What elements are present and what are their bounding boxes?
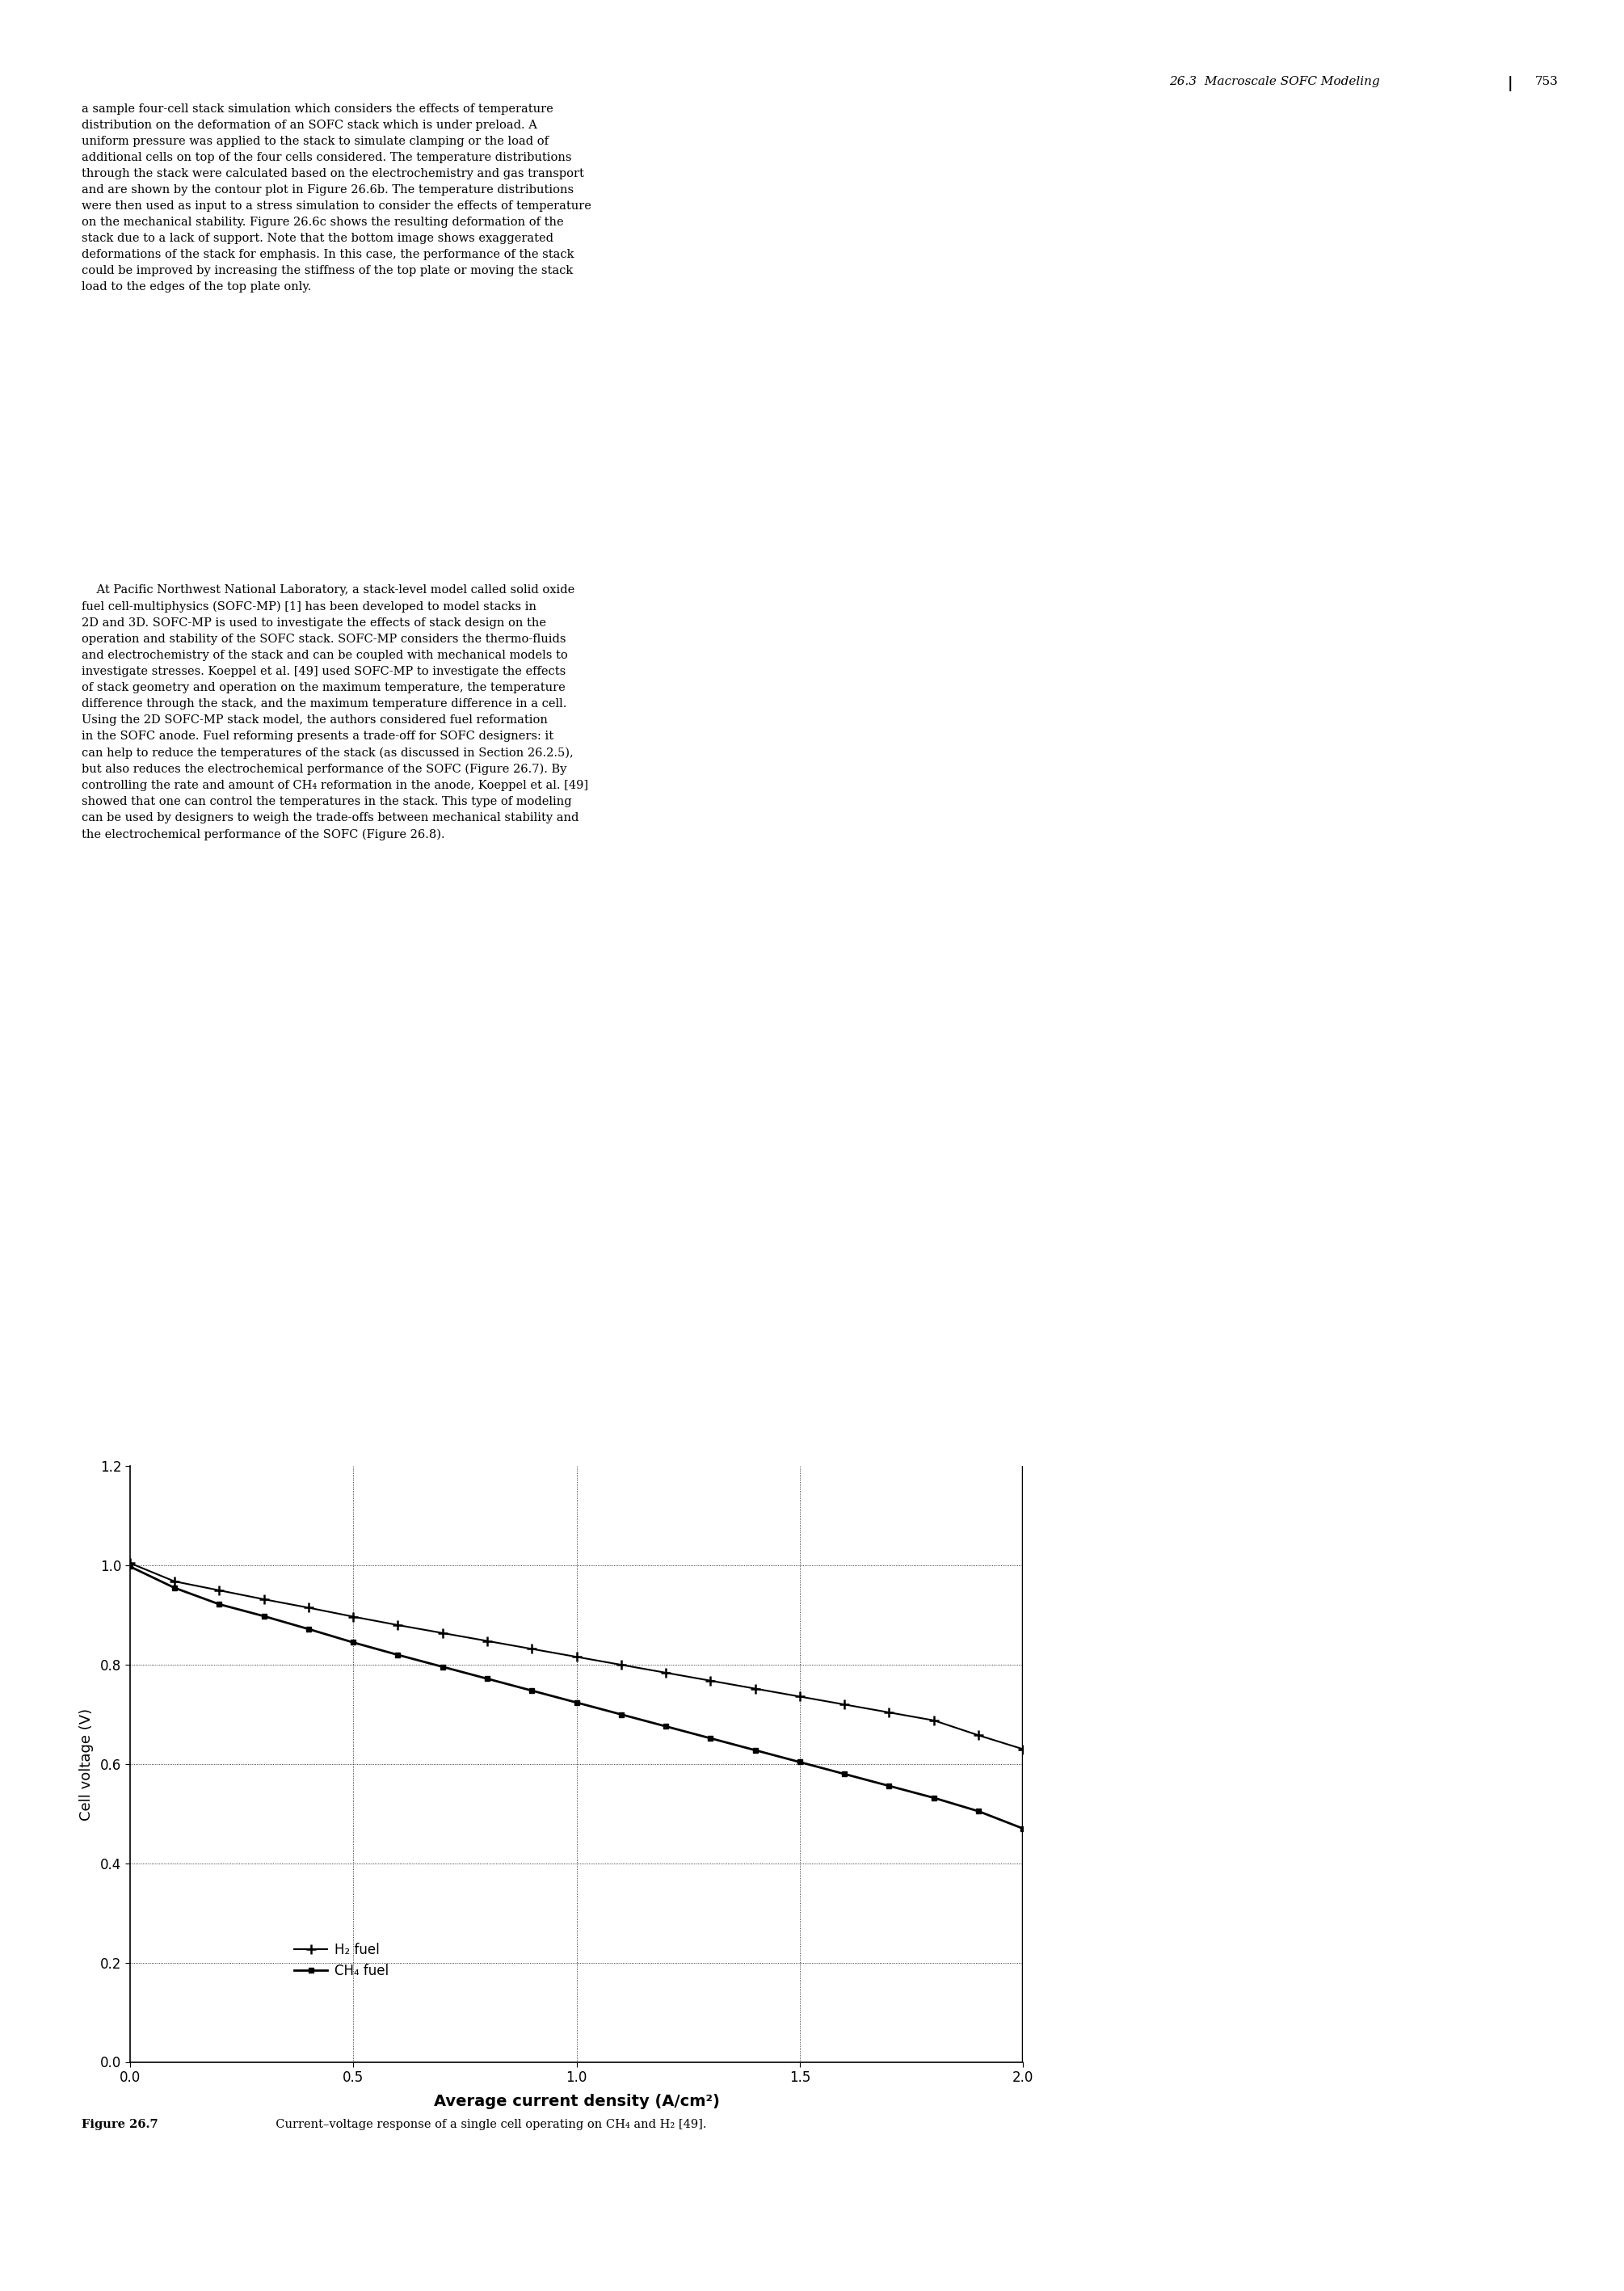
- Text: a sample four-cell stack simulation which considers the effects of temperature
d: a sample four-cell stack simulation whic…: [81, 103, 591, 293]
- H₂ fuel: [924, 1707, 944, 1734]
- Line: CH₄ fuel: CH₄ fuel: [127, 1565, 1026, 1831]
- Text: Figure 26.7: Figure 26.7: [81, 2119, 158, 2131]
- CH₄ fuel: [612, 1700, 632, 1727]
- CH₄ fuel: [745, 1737, 765, 1764]
- CH₄ fuel: [835, 1759, 854, 1787]
- H₂ fuel: [567, 1643, 586, 1670]
- H₂ fuel: [477, 1627, 497, 1654]
- CH₄ fuel: [924, 1785, 944, 1812]
- CH₄ fuel: [166, 1574, 185, 1601]
- CH₄ fuel: [477, 1666, 497, 1693]
- Text: At Pacific Northwest National Laboratory, a stack-level model called solid oxide: At Pacific Northwest National Laboratory…: [81, 584, 588, 841]
- H₂ fuel: [745, 1675, 765, 1702]
- H₂ fuel: [835, 1691, 854, 1718]
- H₂ fuel: [299, 1595, 318, 1622]
- CH₄ fuel: [253, 1601, 273, 1629]
- Text: 753: 753: [1535, 76, 1557, 87]
- X-axis label: Average current density (A/cm²): Average current density (A/cm²): [434, 2094, 719, 2110]
- CH₄ fuel: [388, 1640, 408, 1668]
- CH₄ fuel: [344, 1629, 364, 1656]
- H₂ fuel: [253, 1585, 273, 1613]
- H₂ fuel: [880, 1698, 900, 1725]
- CH₄ fuel: [968, 1798, 987, 1826]
- H₂ fuel: [166, 1567, 185, 1595]
- H₂ fuel: [1013, 1737, 1033, 1764]
- Text: Current–voltage response of a single cell operating on CH₄ and H₂ [49].: Current–voltage response of a single cel…: [268, 2119, 706, 2131]
- Line: H₂ fuel: H₂ fuel: [125, 1558, 1028, 1753]
- CH₄ fuel: [1013, 1814, 1033, 1842]
- H₂ fuel: [968, 1721, 987, 1748]
- CH₄ fuel: [209, 1590, 229, 1617]
- CH₄ fuel: [120, 1553, 140, 1581]
- CH₄ fuel: [791, 1748, 810, 1776]
- Y-axis label: Cell voltage (V): Cell voltage (V): [80, 1707, 93, 1821]
- CH₄ fuel: [880, 1773, 900, 1801]
- Text: 26.3  Macroscale SOFC Modeling: 26.3 Macroscale SOFC Modeling: [1169, 76, 1380, 87]
- H₂ fuel: [120, 1549, 140, 1576]
- H₂ fuel: [702, 1668, 721, 1695]
- H₂ fuel: [344, 1604, 364, 1631]
- CH₄ fuel: [656, 1714, 676, 1741]
- CH₄ fuel: [523, 1677, 542, 1705]
- CH₄ fuel: [299, 1615, 318, 1643]
- H₂ fuel: [656, 1659, 676, 1686]
- CH₄ fuel: [434, 1654, 453, 1682]
- H₂ fuel: [523, 1636, 542, 1663]
- Legend: H₂ fuel, CH₄ fuel: H₂ fuel, CH₄ fuel: [289, 1938, 395, 1984]
- CH₄ fuel: [702, 1725, 721, 1753]
- H₂ fuel: [209, 1576, 229, 1604]
- H₂ fuel: [434, 1620, 453, 1647]
- H₂ fuel: [791, 1684, 810, 1711]
- CH₄ fuel: [567, 1688, 586, 1716]
- H₂ fuel: [388, 1611, 408, 1638]
- H₂ fuel: [612, 1652, 632, 1679]
- Text: |: |: [1507, 76, 1514, 92]
